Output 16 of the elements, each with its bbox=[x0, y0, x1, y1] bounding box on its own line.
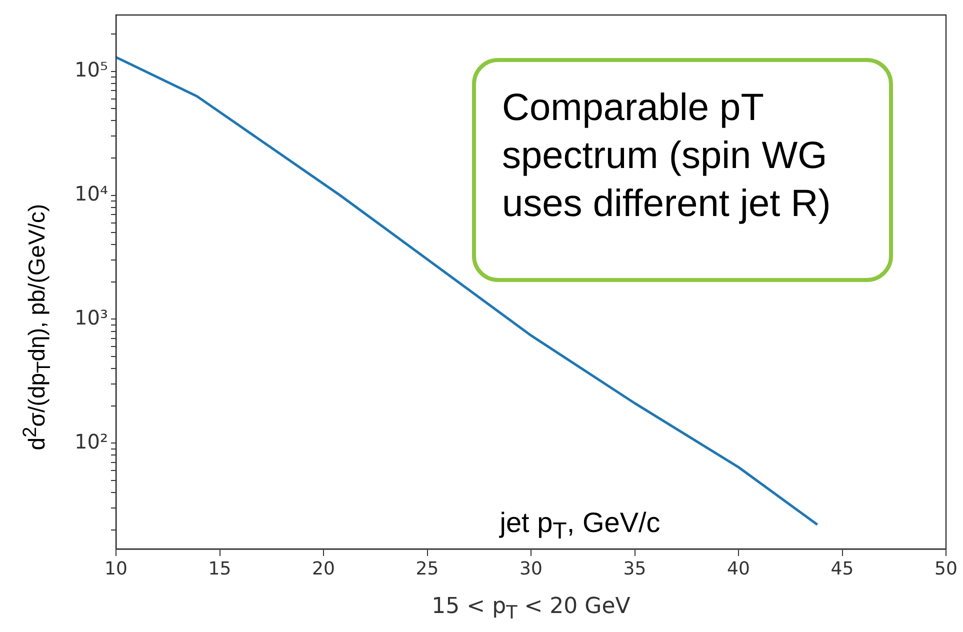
annotation: jet p$_{T}$, GeV/c bbox=[498, 507, 662, 545]
y-tick-label: 10² bbox=[74, 429, 108, 454]
x-tick-label: 20 bbox=[312, 558, 335, 580]
annotation: Comparable pT spectrum (spin WG uses different jet R) bbox=[472, 58, 893, 282]
y-tick-label: 10⁵ bbox=[74, 58, 108, 82]
y-tick-label: 10³ bbox=[74, 305, 108, 330]
x-tick-label: 30 bbox=[520, 558, 542, 580]
x-tick-label: 40 bbox=[727, 558, 750, 580]
x-axis-title: 15 < p$_{T}$ < 20 GeV bbox=[430, 594, 632, 624]
x-tick-label: 10 bbox=[104, 558, 128, 580]
x-tick-label: 15 bbox=[208, 558, 232, 580]
x-tick-label: 50 bbox=[934, 558, 958, 580]
x-tick-label: 35 bbox=[623, 558, 646, 580]
y-tick-label: 10⁴ bbox=[74, 182, 108, 206]
x-tick-label: 45 bbox=[830, 558, 854, 580]
x-tick-label: 25 bbox=[416, 558, 439, 580]
